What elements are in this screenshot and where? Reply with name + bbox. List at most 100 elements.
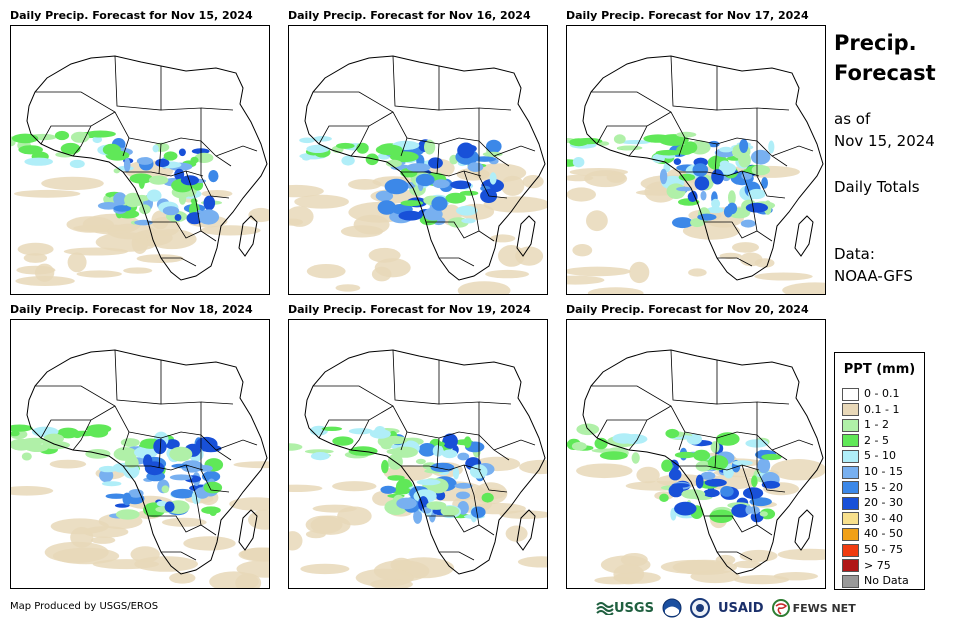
panel-title: Daily Precip. Forecast for Nov 17, 2024 <box>566 9 809 22</box>
country-border <box>401 170 482 177</box>
precip-cell <box>180 175 199 186</box>
precip-cell <box>655 149 682 156</box>
country-border <box>670 55 718 111</box>
precip-cell <box>50 518 109 535</box>
precip-cell <box>471 506 486 518</box>
precip-cell <box>169 572 196 584</box>
country-border <box>678 431 686 451</box>
country-border <box>406 137 510 167</box>
usgs-logo: USGS <box>596 601 654 616</box>
country-border <box>684 137 788 167</box>
africa-map <box>567 55 825 294</box>
country-border <box>717 257 753 267</box>
precip-cell <box>500 175 525 196</box>
country-border <box>318 419 369 439</box>
precip-cell <box>424 139 436 155</box>
legend-item: 1 - 2 <box>842 418 889 432</box>
precip-cell <box>41 176 104 191</box>
usaid-logo: USAID <box>718 601 764 616</box>
legend-item: 0.1 - 1 <box>842 403 899 417</box>
precip-cell <box>426 501 447 510</box>
precip-cell <box>773 572 818 581</box>
madagascar-outline <box>238 215 258 257</box>
precip-cell <box>606 171 626 183</box>
precip-cell <box>171 463 190 469</box>
precip-cell <box>676 186 693 192</box>
precip-cell <box>612 433 636 444</box>
precip-cell <box>613 134 626 144</box>
precip-cell <box>704 478 727 487</box>
precip-cell <box>594 437 608 450</box>
precip-cell <box>294 194 349 209</box>
precip-cell <box>658 134 689 146</box>
precip-cell <box>489 172 497 185</box>
africa-outline <box>304 55 546 281</box>
precip-cell <box>90 536 116 544</box>
legend-label: > 75 <box>864 558 891 572</box>
precip-map <box>10 25 270 295</box>
precip-cell <box>505 525 528 542</box>
precip-cell <box>136 157 153 165</box>
precip-cell <box>92 559 159 570</box>
precip-cell <box>335 284 361 292</box>
precip-cell <box>151 210 169 230</box>
precip-cell <box>25 443 49 452</box>
country-border <box>704 221 773 242</box>
country-border <box>200 107 234 111</box>
precip-cell <box>761 480 781 489</box>
precip-cell <box>757 457 771 474</box>
precip-cell <box>751 149 771 165</box>
precip-cell <box>485 188 495 203</box>
precip-cell <box>332 436 354 446</box>
precip-map <box>566 25 826 295</box>
precip-cell <box>11 424 33 432</box>
precip-cell <box>694 176 710 191</box>
precip-cell <box>567 266 631 277</box>
precip-cell <box>688 268 707 277</box>
legend-item: No Data <box>842 574 909 588</box>
precip-cell <box>123 157 131 173</box>
precip-cell <box>631 452 640 464</box>
precip-cell <box>371 266 392 282</box>
precip-cell <box>483 196 547 213</box>
fewsnet-globe-icon <box>771 599 790 617</box>
precip-cell <box>716 432 740 446</box>
country-border <box>716 401 758 435</box>
legend-swatch <box>842 403 859 417</box>
precip-cell <box>381 435 408 445</box>
precip-cell <box>136 254 184 263</box>
country-border <box>756 401 790 405</box>
precip-cell <box>369 429 391 439</box>
madagascar-outline <box>516 509 536 551</box>
country-border <box>756 435 786 493</box>
credit-text: Map Produced by USGS/EROS <box>10 601 159 612</box>
precip-cell <box>700 471 716 480</box>
country-border <box>114 349 162 405</box>
usgs-logo-text: USGS <box>614 600 654 616</box>
precip-cell <box>134 219 153 226</box>
precip-cell <box>450 180 472 190</box>
country-border <box>122 137 130 157</box>
africa-map <box>567 349 825 585</box>
country-border <box>313 385 408 433</box>
precip-cell <box>706 206 724 214</box>
precip-cell <box>457 452 470 461</box>
precip-cell <box>692 163 709 177</box>
precip-cell <box>456 205 478 216</box>
precip-cell <box>113 192 127 206</box>
precip-cell <box>302 156 311 161</box>
africa-map <box>289 349 547 588</box>
country-border <box>741 464 758 526</box>
country-border <box>478 401 512 405</box>
madagascar-outline <box>516 215 536 257</box>
noaa-seal-icon <box>662 598 682 618</box>
precip-cell <box>416 479 441 486</box>
madagascar-outline <box>238 509 258 551</box>
precip-map <box>10 319 270 589</box>
precip-cell <box>652 153 665 163</box>
precip-cell <box>380 485 396 494</box>
precip-cell <box>229 497 269 511</box>
legend-item: 10 - 15 <box>842 465 903 479</box>
precip-cell <box>674 501 697 516</box>
legend-item: 20 - 30 <box>842 496 903 510</box>
